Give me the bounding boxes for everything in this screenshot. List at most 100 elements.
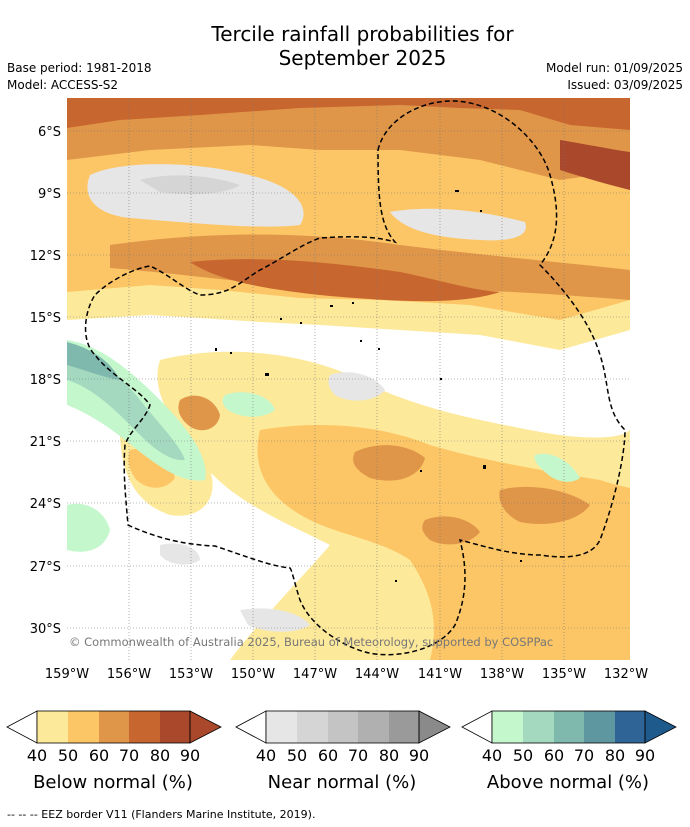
region-above-50-west: [67, 350, 185, 461]
colorbar-segment: [37, 711, 68, 743]
graticule: [67, 98, 630, 660]
colorbar-segment: [266, 711, 297, 743]
model-run: Model run: 01/09/2025: [545, 61, 683, 75]
region-above-40-central: [222, 392, 275, 417]
title-line-2: September 2025: [278, 46, 447, 70]
colorbar-segment: [99, 711, 129, 743]
colorbar-tick: 80: [150, 746, 170, 765]
region-below-60-north: [67, 98, 630, 180]
colorbar-tick: 90: [635, 746, 655, 765]
colorbar-tick: 50: [513, 746, 533, 765]
colorbar-segment: [297, 711, 328, 743]
lat-label: 24°S: [30, 497, 61, 512]
region-near-40-south-2: [240, 608, 310, 632]
colorbar-segment: [129, 711, 160, 743]
colorbar-segment: [389, 711, 419, 743]
colorbar-label: Above normal (%): [487, 772, 649, 793]
colorbar-tick: 50: [58, 746, 78, 765]
region-below-50-west: [128, 449, 175, 488]
lat-label: 15°S: [30, 311, 61, 326]
colorbar-segment: [328, 711, 358, 743]
colorbar-segment: [615, 711, 645, 743]
lat-label: 18°S: [30, 373, 61, 388]
lon-label: 147°W: [293, 667, 337, 682]
colorbar-near-normal: 40 50 60 70 80 90 Near normal (%): [235, 710, 451, 793]
colorbar-tick: 40: [27, 746, 47, 765]
region-above-60-west: [67, 342, 120, 380]
region-below-60-central: [353, 445, 425, 481]
region-below-60-south: [422, 516, 480, 545]
region-near-40-north-east: [390, 208, 526, 241]
lon-label: 144°W: [355, 667, 399, 682]
colorbar-tick: 60: [318, 746, 338, 765]
lon-labels: 159°W 156°W 153°W 150°W 147°W 144°W 141°…: [45, 667, 648, 682]
lon-label: 156°W: [107, 667, 151, 682]
lon-label: 153°W: [169, 667, 213, 682]
colorbar-tick: 90: [409, 746, 429, 765]
lat-label: 30°S: [30, 622, 61, 637]
region-above-40-southwest: [67, 503, 110, 552]
lat-label: 12°S: [30, 249, 61, 264]
lon-label: 135°W: [542, 667, 586, 682]
lat-label: 9°S: [38, 187, 61, 202]
region-near-40-south-1: [328, 372, 385, 401]
colorbar-high-extend: [418, 710, 451, 744]
map-area: © Commonwealth of Australia 2025, Bureau…: [67, 98, 630, 660]
lon-label: 150°W: [231, 667, 275, 682]
eez-border: [84, 100, 626, 656]
colorbar-segment: [358, 711, 389, 743]
colorbar-low-extend: [461, 710, 493, 744]
colorbar-tick: 40: [482, 746, 502, 765]
colorbar-tick: 50: [287, 746, 307, 765]
region-below-70-mid: [190, 259, 500, 302]
island-markers: [215, 190, 522, 582]
colorbar-above-normal: 40 50 60 70 80 90 Above normal (%): [461, 710, 677, 793]
colorbar-low-extend: [6, 710, 38, 744]
colorbar-high-extend: [189, 710, 222, 744]
colorbar-label: Near normal (%): [268, 772, 417, 793]
colorbar-tick: 60: [89, 746, 109, 765]
title-line-1: Tercile rainfall probabilities for: [211, 22, 514, 46]
meta-left: Base period: 1981-2018 Model: ACCESS-S2: [7, 60, 152, 94]
base-period: Base period: 1981-2018: [7, 61, 152, 75]
colorbar-tick: 60: [544, 746, 564, 765]
colorbar-segment: [523, 711, 554, 743]
region-above-40-east: [534, 453, 580, 482]
lat-label: 27°S: [30, 560, 61, 575]
colorbar-segment: [160, 711, 190, 743]
region-below-60-mid: [110, 234, 630, 300]
region-near-50-north: [140, 175, 240, 195]
colorbar-segment: [492, 711, 523, 743]
region-below-60-west: [178, 395, 220, 431]
colorbar-tick: 70: [119, 746, 139, 765]
lat-label: 6°S: [38, 125, 61, 140]
colorbar-high-extend: [644, 710, 677, 744]
region-below-60-southeast: [499, 486, 590, 525]
colorbar-segment: [68, 711, 99, 743]
model-name: Model: ACCESS-S2: [7, 78, 119, 92]
colorbar-segment: [554, 711, 584, 743]
lat-label: 21°S: [30, 435, 61, 450]
issued-date: Issued: 03/09/2025: [567, 78, 683, 92]
lat-labels: 6°S 9°S 12°S 15°S 18°S 21°S 24°S 27°S 30…: [30, 125, 61, 637]
colorbar-segment: [584, 711, 615, 743]
meta-right: Model run: 01/09/2025 Issued: 03/09/2025: [546, 60, 683, 94]
lon-label: 132°W: [604, 667, 648, 682]
colorbar-tick: 40: [256, 746, 276, 765]
region-near-40-south-3: [160, 543, 200, 565]
lon-label: 141°W: [418, 667, 462, 682]
region-below-80-northeast: [560, 140, 630, 190]
region-below-70-north: [67, 98, 630, 130]
footer-note: -- -- -- EEZ border V11 (Flanders Marine…: [7, 808, 316, 821]
colorbar-tick: 70: [348, 746, 368, 765]
lon-label: 138°W: [480, 667, 524, 682]
colorbar-low-extend: [235, 710, 267, 744]
colorbar-tick: 80: [605, 746, 625, 765]
colorbar-label: Below normal (%): [33, 772, 193, 793]
colorbar-tick: 80: [379, 746, 399, 765]
colorbar-below-normal: 40 50 60 70 80 90 Below normal (%): [6, 710, 222, 793]
colorbar-tick: 70: [574, 746, 594, 765]
colorbar-tick: 90: [180, 746, 200, 765]
copyright: © Commonwealth of Australia 2025, Bureau…: [69, 635, 553, 649]
